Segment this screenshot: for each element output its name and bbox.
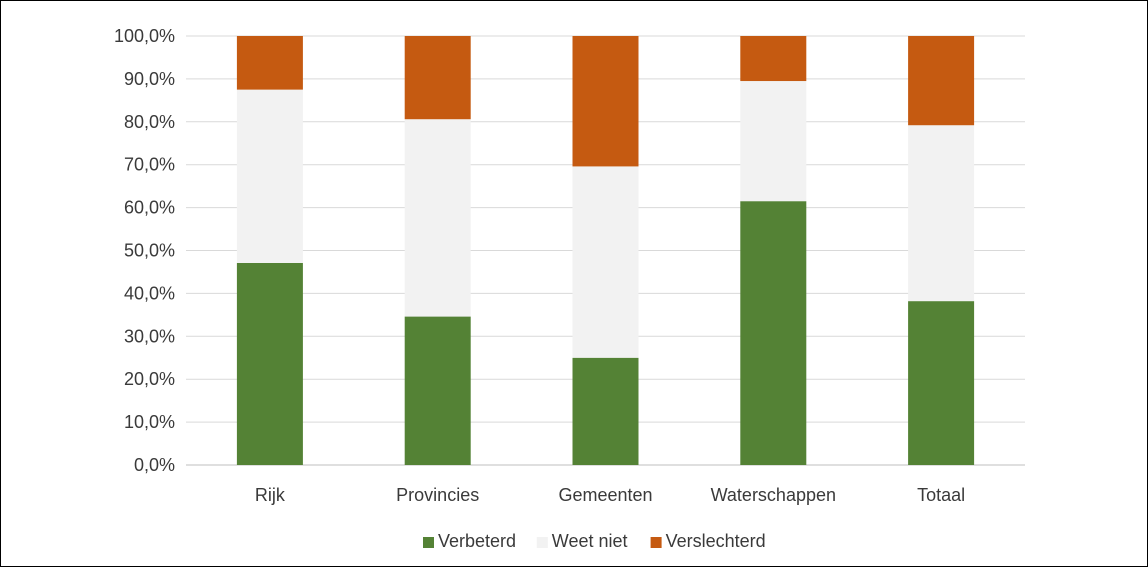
bar-verbeterd-waterschappen — [740, 201, 807, 466]
bar-verbeterd-rijk — [236, 262, 303, 465]
y-tick-label: 0,0% — [134, 455, 175, 475]
bar-weet-niet-waterschappen — [740, 81, 807, 202]
legend: Verbeterd Weet niet Verslechterd — [423, 531, 766, 551]
bar-verslechterd-provincies — [404, 36, 471, 120]
bars — [236, 36, 975, 466]
bar-verslechterd-totaal — [908, 36, 975, 126]
x-category-label: Waterschappen — [711, 485, 836, 505]
y-tick-label: 60,0% — [124, 198, 175, 218]
legend-label: Verslechterd — [666, 531, 766, 551]
bar-weet-niet-provincies — [404, 119, 471, 317]
y-tick-label: 30,0% — [124, 326, 175, 346]
bar-verbeterd-gemeenten — [572, 357, 639, 465]
x-category-label: Provincies — [396, 485, 479, 505]
y-tick-label: 40,0% — [124, 283, 175, 303]
y-tick-label: 20,0% — [124, 369, 175, 389]
legend-swatch-verslechterd — [650, 537, 662, 548]
bar-verbeterd-provincies — [404, 316, 471, 465]
bar-verbeterd-totaal — [908, 301, 975, 465]
x-category-label: Totaal — [917, 485, 965, 505]
legend-label: Weet niet — [552, 531, 628, 551]
bar-verslechterd-gemeenten — [572, 36, 639, 167]
x-category-label: Rijk — [255, 485, 286, 505]
bar-weet-niet-rijk — [236, 89, 303, 263]
y-tick-label: 50,0% — [124, 241, 175, 261]
y-tick-label: 80,0% — [124, 112, 175, 132]
legend-swatch-weet-niet — [536, 537, 548, 548]
bar-verslechterd-rijk — [236, 36, 303, 90]
y-axis: 0,0% 10,0% 20,0% 30,0% 40,0% 50,0% 60,0% 70,0% 8… — [114, 26, 175, 475]
legend-swatch-verbeterd — [423, 537, 434, 548]
bar-verslechterd-waterschappen — [740, 36, 807, 82]
y-tick-label: 70,0% — [124, 155, 175, 175]
y-tick-label: 100,0% — [114, 26, 175, 46]
legend-label: Verbeterd — [438, 531, 516, 551]
bar-weet-niet-totaal — [908, 125, 975, 302]
y-tick-label: 90,0% — [124, 69, 175, 89]
x-axis: Rijk Provincies Gemeenten Waterschappen Tota… — [255, 485, 965, 505]
x-category-label: Gemeenten — [558, 485, 652, 505]
y-tick-label: 10,0% — [124, 412, 175, 432]
bar-weet-niet-gemeenten — [572, 166, 639, 358]
